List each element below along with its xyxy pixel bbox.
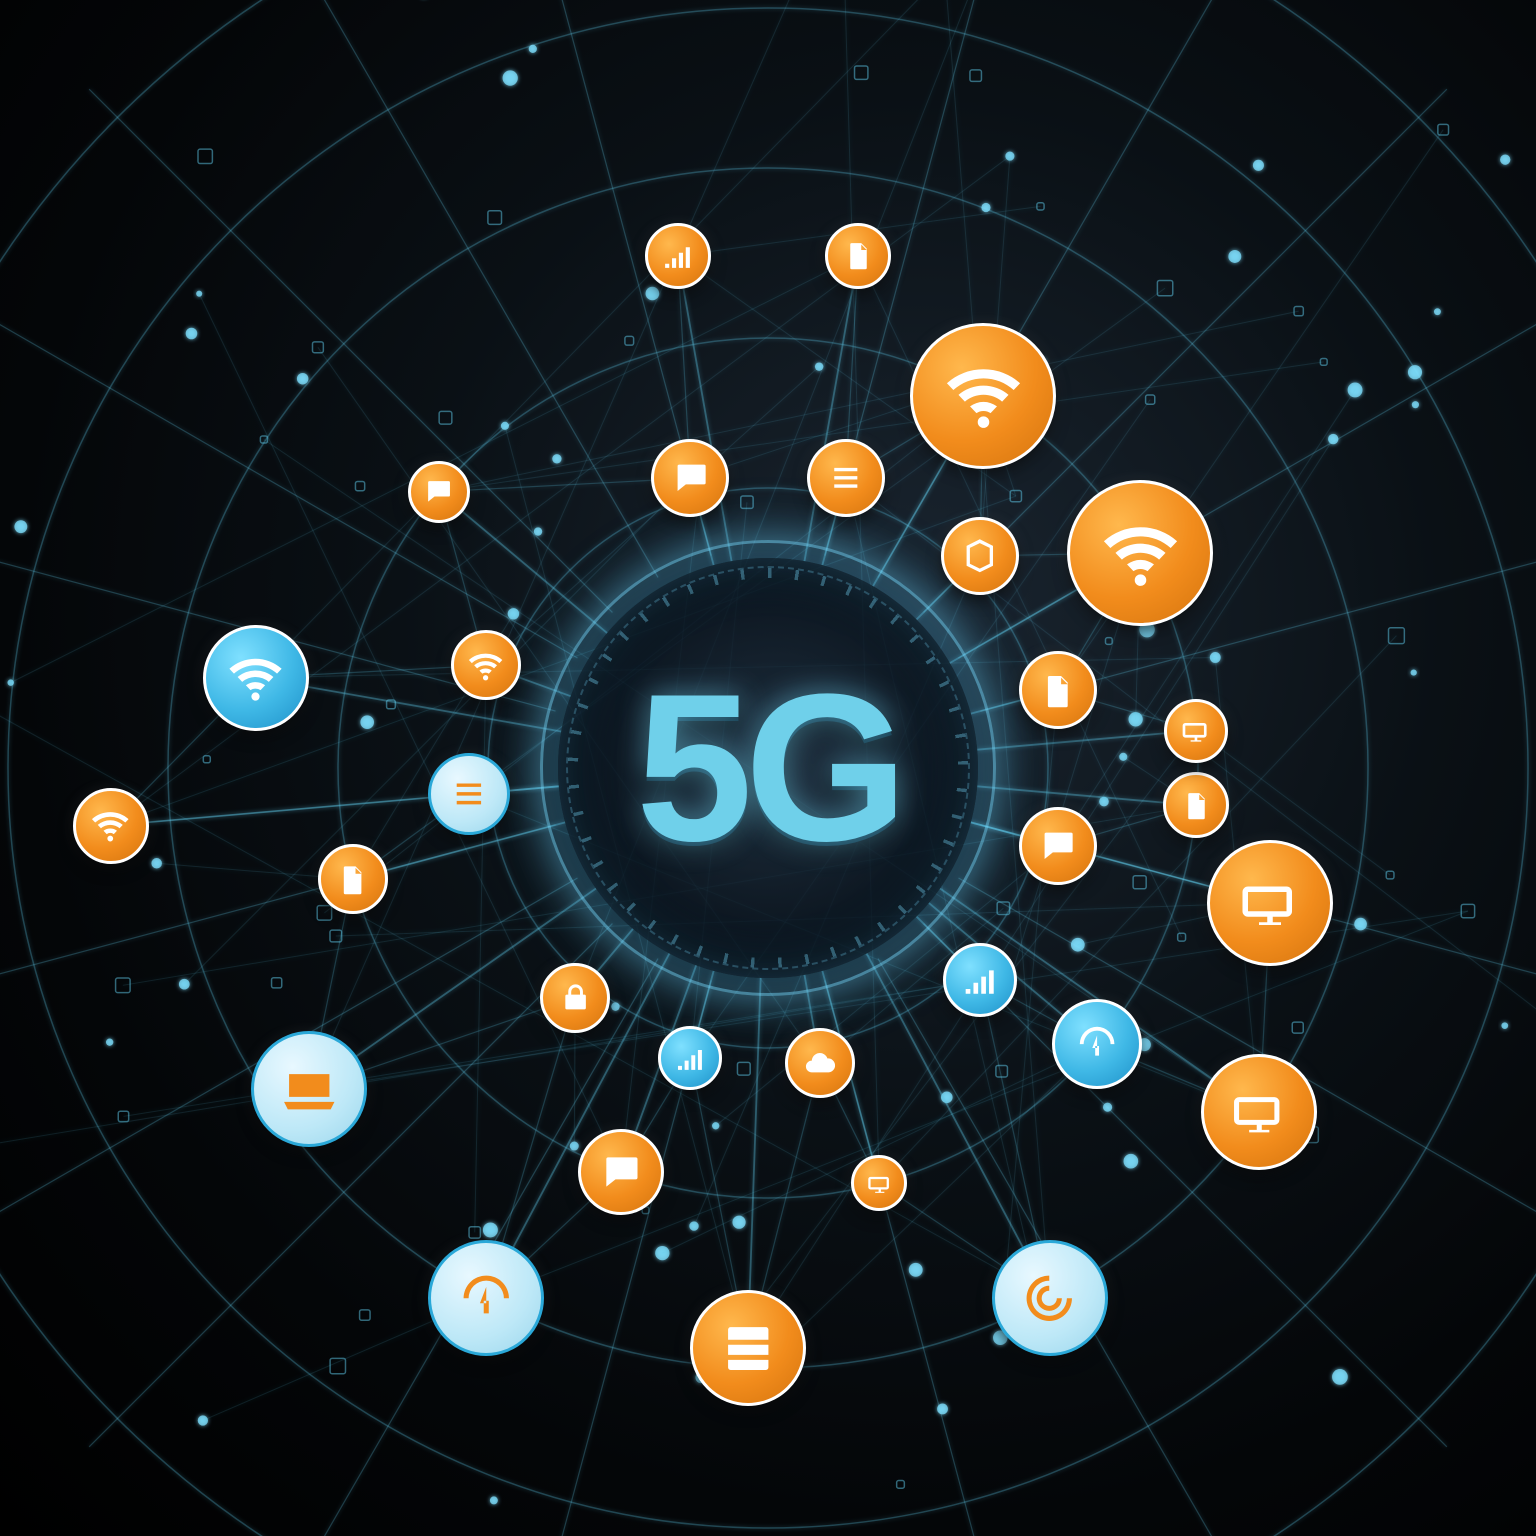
chat-icon (578, 1129, 664, 1215)
signal-icon (658, 1026, 722, 1090)
hub-label: 5G (636, 647, 900, 889)
network-diagram: 5G (0, 0, 1536, 1536)
file-icon (318, 844, 388, 914)
file-icon (825, 223, 891, 289)
file-icon (1019, 651, 1097, 729)
list-icon (807, 439, 885, 517)
signal-icon (943, 943, 1017, 1017)
file-icon (1163, 772, 1229, 838)
device-icon (1207, 840, 1333, 966)
wifi-icon (451, 630, 521, 700)
chat-icon (408, 461, 470, 523)
device-icon (851, 1155, 907, 1211)
wifi-icon (1067, 480, 1213, 626)
list-icon (428, 753, 510, 835)
device-icon (1201, 1054, 1317, 1170)
cloud-icon (785, 1028, 855, 1098)
speed-icon (428, 1240, 544, 1356)
cube-icon (941, 517, 1019, 595)
signal-icon (645, 223, 711, 289)
chat-icon (1019, 807, 1097, 885)
chat-icon (651, 439, 729, 517)
spiral-icon (992, 1240, 1108, 1356)
wifi-icon (73, 788, 149, 864)
hub-5g: 5G (558, 558, 978, 978)
lock-icon (540, 963, 610, 1033)
server-icon (690, 1290, 806, 1406)
device-icon (1164, 699, 1228, 763)
laptop-icon (251, 1031, 367, 1147)
wifi-icon (203, 625, 309, 731)
wifi-icon (910, 323, 1056, 469)
hub-tick-ring (558, 558, 978, 978)
speed-icon (1052, 999, 1142, 1089)
